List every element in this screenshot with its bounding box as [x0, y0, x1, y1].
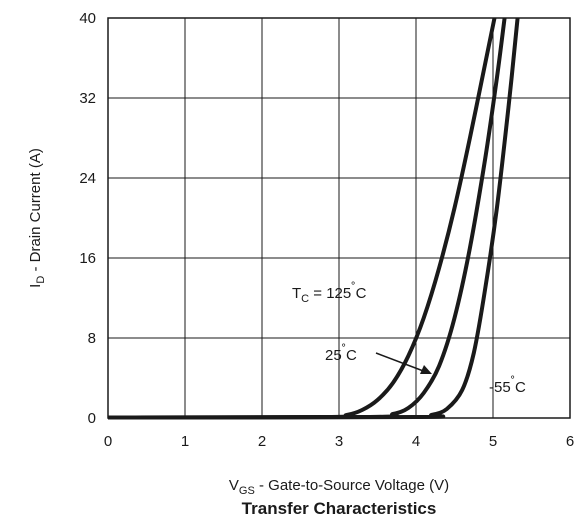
series-lines	[107, 17, 520, 420]
annotation-minus55c: -55˚C	[489, 374, 526, 396]
x-tick-label: 3	[335, 433, 343, 450]
annotation-25c-arrow	[375, 352, 427, 373]
y-tick-labels: 0 8 16 24 32 40	[79, 10, 96, 427]
x-tick-label: 1	[181, 433, 189, 450]
x-tick-label: 2	[258, 433, 266, 450]
chart-title: Transfer Characteristics	[242, 499, 437, 518]
series-line-55-c	[107, 17, 520, 420]
plot-frame	[107, 17, 571, 419]
series-line-t-c-125-c	[107, 17, 497, 420]
x-tick-label: 0	[104, 433, 112, 450]
y-axis-label: ID - Drain Current (A)	[27, 148, 47, 288]
series-line-25-c	[107, 17, 507, 420]
x-tick-labels: 0 1 2 3 4 5 6	[104, 433, 574, 450]
y-tick-label: 0	[88, 410, 96, 427]
annotation-25c: 25˚C	[325, 342, 357, 364]
x-axis-label: VGS - Gate-to-Source Voltage (V)	[229, 477, 449, 497]
annotation-125c: TC = 125˚C	[292, 280, 367, 305]
y-tick-label: 40	[79, 10, 96, 27]
x-tick-label: 4	[412, 433, 420, 450]
y-tick-label: 8	[88, 330, 96, 347]
y-tick-label: 16	[79, 250, 96, 267]
x-tick-label: 5	[489, 433, 497, 450]
y-tick-label: 24	[79, 170, 96, 187]
annotation-25c-arrowhead	[420, 365, 432, 374]
y-tick-label: 32	[79, 90, 96, 107]
x-tick-label: 6	[566, 433, 574, 450]
